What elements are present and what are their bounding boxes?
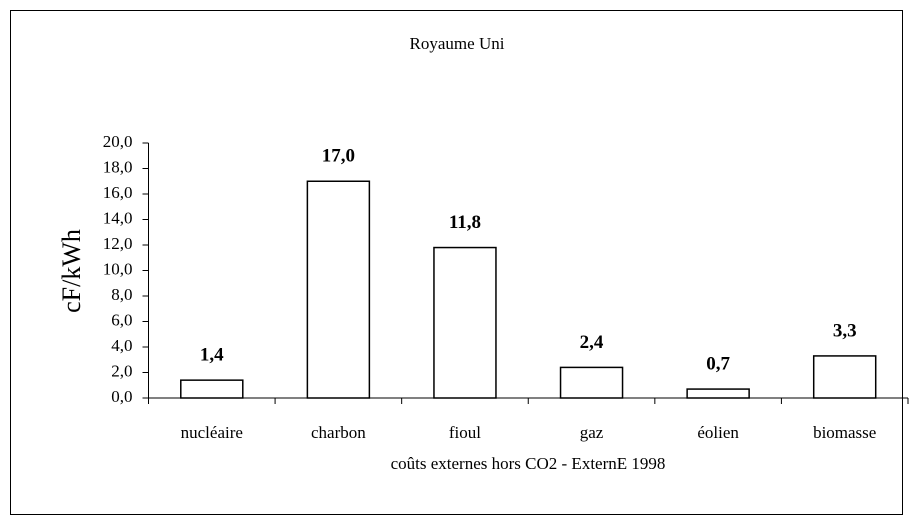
x-tick-label: charbon <box>311 423 366 442</box>
y-tick-label: 16,0 <box>103 183 133 202</box>
value-label: 0,7 <box>706 353 730 374</box>
chart-title: Royaume Uni <box>410 34 505 53</box>
y-tick-label: 14,0 <box>103 208 133 227</box>
y-tick-label: 20,0 <box>103 132 133 151</box>
bar <box>686 388 750 399</box>
value-label: 2,4 <box>580 332 604 353</box>
value-label: 11,8 <box>449 212 481 233</box>
bar <box>433 246 497 399</box>
y-tick-label: 18,0 <box>103 157 133 176</box>
bar <box>180 379 244 399</box>
x-tick-label: éolien <box>697 423 739 442</box>
y-axis-label: cF/kWh <box>57 229 86 313</box>
y-tick-label: 4,0 <box>111 336 132 355</box>
bar <box>559 366 624 399</box>
bar <box>306 180 371 399</box>
y-tick-label: 6,0 <box>111 310 132 329</box>
y-tick-label: 2,0 <box>111 361 132 380</box>
y-tick-label: 12,0 <box>103 234 133 253</box>
bar <box>812 355 877 399</box>
y-tick-label: 8,0 <box>111 285 132 304</box>
y-tick-label: 0,0 <box>111 387 132 406</box>
x-tick-label: fioul <box>449 423 481 442</box>
x-tick-label: gaz <box>580 423 604 442</box>
x-axis-label: coûts externes hors CO2 - ExternE 1998 <box>391 454 666 473</box>
x-tick-label: biomasse <box>813 423 876 442</box>
x-tick-label: nucléaire <box>181 423 243 442</box>
value-label: 1,4 <box>200 345 224 366</box>
y-tick-label: 10,0 <box>103 259 133 278</box>
value-label: 17,0 <box>322 146 355 167</box>
value-label: 3,3 <box>833 320 857 341</box>
